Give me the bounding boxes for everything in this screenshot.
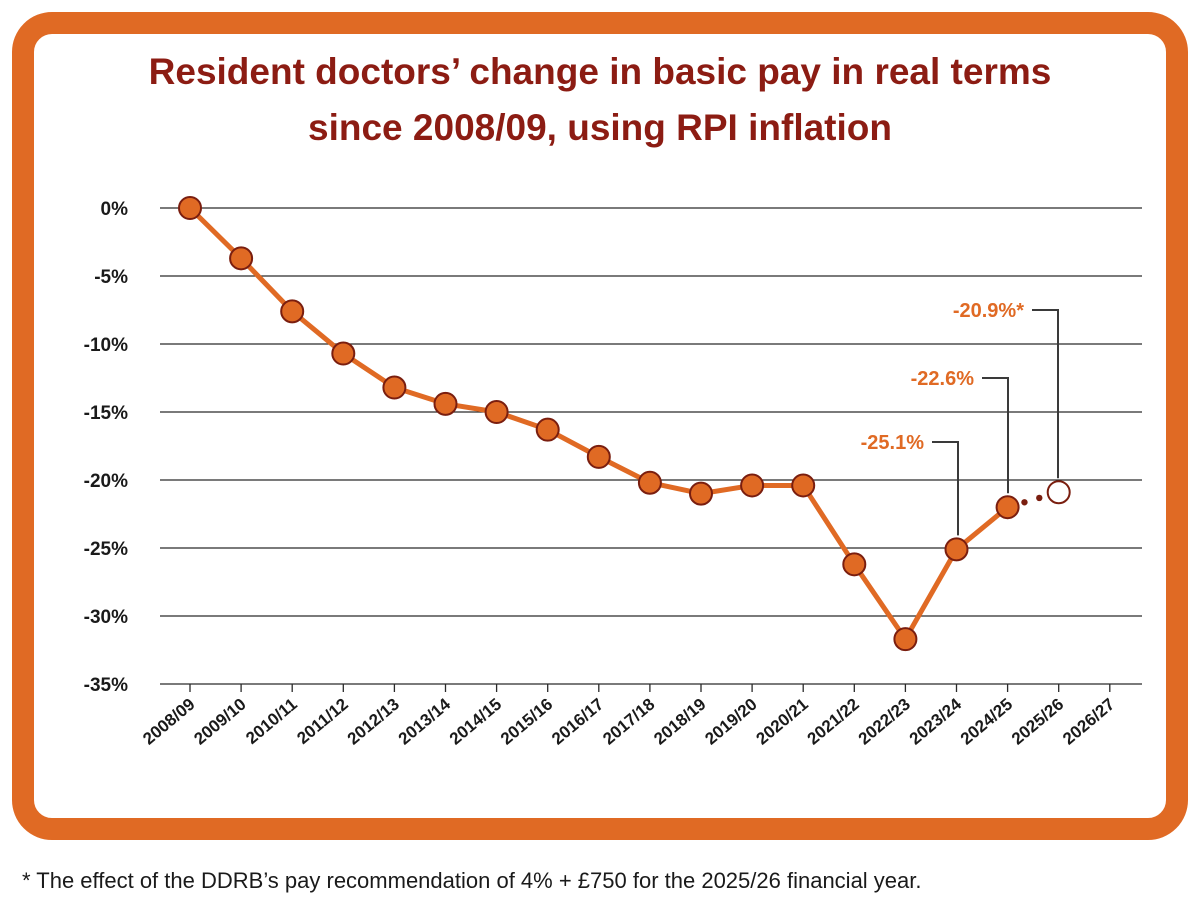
data-point — [178, 196, 202, 220]
data-point — [791, 473, 816, 498]
x-tick-label: 2014/15 — [446, 695, 505, 749]
y-tick-label: -15% — [84, 403, 128, 424]
projected-point — [1046, 480, 1071, 505]
data-point — [331, 341, 356, 366]
data-point — [995, 495, 1020, 520]
series-line — [188, 206, 1010, 642]
data-point — [382, 375, 407, 400]
data-point — [637, 470, 662, 495]
x-tick-label: 2015/16 — [497, 695, 556, 749]
y-axis-tick-labels: 0% -5% -10% -15% -20% -25% -30% -35% — [84, 199, 128, 696]
chart-title-line-2: since 2008/09, using RPI inflation — [308, 107, 892, 148]
y-tick-label: -5% — [94, 267, 128, 288]
footnote: * The effect of the DDRB’s pay recommend… — [22, 868, 922, 893]
projection-dot — [1036, 494, 1043, 502]
chart-title: Resident doctors’ change in basic pay in… — [0, 44, 1200, 156]
annotations: -25.1% -22.6% -20.9%* — [861, 300, 1059, 536]
x-tick-label: 2024/25 — [957, 695, 1016, 749]
data-point — [893, 627, 918, 652]
x-tick-label: 2009/10 — [190, 695, 249, 749]
x-tick-label: 2018/19 — [650, 695, 709, 749]
x-tick-label: 2008/09 — [139, 695, 198, 749]
annotation-label: -20.9%* — [953, 300, 1024, 322]
data-series — [178, 196, 1071, 652]
chart-title-line-1: Resident doctors’ change in basic pay in… — [148, 51, 1052, 92]
y-tick-label: -35% — [84, 675, 128, 696]
x-tick-label: 2025/26 — [1008, 695, 1067, 749]
x-tick-label: 2026/27 — [1059, 695, 1118, 749]
data-point — [280, 299, 305, 324]
data-point — [586, 444, 611, 469]
x-axis-tick-labels: 2008/092009/102010/112011/122012/132013/… — [139, 684, 1118, 749]
data-point — [484, 400, 509, 424]
x-tick-label: 2022/23 — [855, 695, 914, 749]
y-tick-label: 0% — [101, 199, 129, 220]
annotation-leader-line — [1032, 309, 1059, 479]
data-point — [689, 481, 713, 506]
annotation-label: -22.6% — [911, 368, 975, 390]
x-tick-label: 2020/21 — [752, 695, 811, 749]
y-tick-label: -20% — [84, 471, 128, 492]
x-tick-label: 2016/17 — [548, 695, 607, 749]
x-tick-label: 2013/14 — [395, 694, 455, 748]
y-tick-label: -25% — [84, 539, 128, 560]
x-tick-label: 2017/18 — [599, 695, 658, 749]
projection-dot — [1021, 499, 1028, 506]
grid-lines — [160, 207, 1142, 685]
x-tick-label: 2019/20 — [701, 695, 760, 749]
chart-frame — [12, 12, 1188, 840]
x-tick-label: 2011/12 — [293, 695, 352, 748]
data-point — [229, 246, 254, 271]
data-point — [433, 391, 458, 416]
x-tick-label: 2023/24 — [906, 694, 966, 748]
x-tick-label: 2010/11 — [242, 695, 301, 748]
data-point — [842, 552, 867, 577]
x-tick-label: 2021/22 — [804, 695, 863, 749]
data-point — [535, 417, 560, 442]
annotation-leader-line — [932, 441, 959, 536]
x-tick-label: 2012/13 — [344, 695, 403, 749]
y-tick-label: -10% — [84, 335, 128, 356]
annotation-label: -25.1% — [861, 432, 925, 454]
y-tick-label: -30% — [84, 607, 128, 628]
data-point — [740, 473, 765, 498]
annotation-leader-line — [982, 377, 1009, 494]
data-point — [944, 537, 969, 562]
